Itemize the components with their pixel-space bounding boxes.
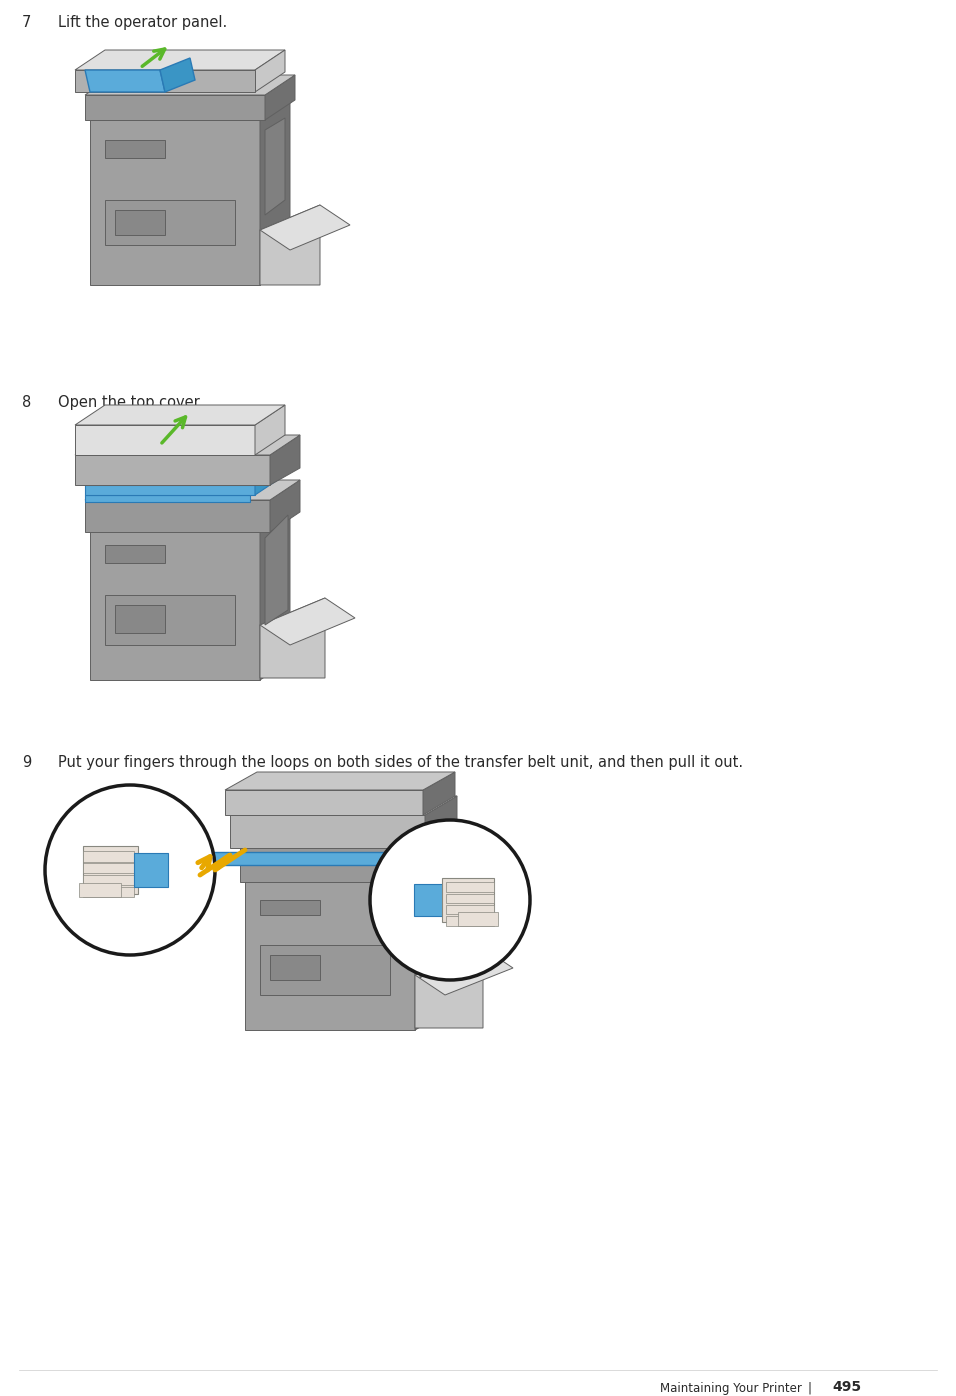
- Polygon shape: [75, 50, 285, 70]
- Polygon shape: [83, 852, 134, 861]
- Polygon shape: [245, 859, 450, 879]
- Polygon shape: [83, 863, 134, 874]
- Polygon shape: [420, 866, 445, 979]
- Bar: [270, 955, 320, 980]
- Polygon shape: [415, 859, 450, 1030]
- Bar: [115, 604, 165, 632]
- Polygon shape: [240, 828, 453, 847]
- Text: Maintaining Your Printer: Maintaining Your Printer: [660, 1382, 802, 1395]
- Polygon shape: [90, 101, 290, 120]
- Polygon shape: [442, 878, 494, 923]
- Polygon shape: [260, 510, 290, 680]
- Circle shape: [45, 785, 215, 955]
- Polygon shape: [85, 70, 165, 92]
- Polygon shape: [90, 530, 260, 680]
- Polygon shape: [245, 879, 415, 1030]
- Polygon shape: [260, 597, 355, 645]
- Polygon shape: [225, 772, 455, 790]
- Text: Open the top cover.: Open the top cover.: [58, 395, 203, 410]
- Polygon shape: [85, 75, 295, 95]
- Polygon shape: [225, 790, 423, 815]
- Polygon shape: [458, 912, 498, 926]
- Polygon shape: [134, 853, 168, 886]
- Polygon shape: [260, 205, 350, 250]
- Polygon shape: [195, 852, 420, 866]
- Polygon shape: [83, 886, 134, 898]
- Polygon shape: [75, 436, 300, 455]
- Bar: [105, 140, 165, 158]
- Bar: [115, 209, 165, 235]
- Polygon shape: [255, 50, 285, 92]
- Text: 7: 7: [22, 15, 32, 29]
- Polygon shape: [85, 480, 300, 500]
- Polygon shape: [85, 500, 270, 532]
- Polygon shape: [265, 119, 285, 215]
- Text: |: |: [808, 1382, 812, 1395]
- Bar: [105, 544, 165, 563]
- Polygon shape: [90, 510, 290, 530]
- Polygon shape: [270, 480, 300, 532]
- Polygon shape: [85, 95, 265, 120]
- Polygon shape: [255, 468, 285, 496]
- Polygon shape: [420, 828, 453, 882]
- Polygon shape: [420, 832, 453, 866]
- Polygon shape: [270, 436, 300, 484]
- Polygon shape: [160, 59, 195, 92]
- Circle shape: [370, 819, 530, 980]
- Polygon shape: [75, 455, 270, 484]
- Polygon shape: [415, 948, 483, 1027]
- Bar: [105, 200, 235, 246]
- Polygon shape: [446, 905, 494, 914]
- Polygon shape: [230, 796, 457, 815]
- Polygon shape: [265, 515, 288, 625]
- Text: Lift the operator panel.: Lift the operator panel.: [58, 15, 228, 29]
- Polygon shape: [414, 884, 444, 916]
- Polygon shape: [75, 424, 255, 455]
- Bar: [260, 945, 390, 995]
- Bar: [105, 595, 235, 645]
- Polygon shape: [446, 916, 494, 926]
- Polygon shape: [255, 405, 285, 455]
- Polygon shape: [240, 847, 420, 882]
- Polygon shape: [85, 484, 255, 496]
- Polygon shape: [425, 796, 457, 847]
- Polygon shape: [260, 205, 320, 285]
- Polygon shape: [75, 70, 255, 92]
- Text: 8: 8: [22, 395, 32, 410]
- Text: 9: 9: [22, 755, 32, 771]
- Polygon shape: [75, 405, 285, 424]
- Bar: [260, 900, 320, 914]
- Polygon shape: [230, 815, 425, 847]
- Polygon shape: [446, 893, 494, 903]
- Polygon shape: [260, 597, 325, 678]
- Text: 495: 495: [832, 1381, 861, 1395]
- Polygon shape: [446, 882, 494, 892]
- Polygon shape: [83, 875, 134, 885]
- Polygon shape: [79, 882, 121, 898]
- Polygon shape: [415, 948, 513, 995]
- Polygon shape: [423, 772, 455, 815]
- Polygon shape: [85, 496, 250, 503]
- Polygon shape: [83, 846, 139, 893]
- Polygon shape: [90, 120, 260, 285]
- Text: Put your fingers through the loops on both sides of the transfer belt unit, and : Put your fingers through the loops on bo…: [58, 755, 743, 771]
- Polygon shape: [260, 101, 290, 285]
- Polygon shape: [265, 75, 295, 120]
